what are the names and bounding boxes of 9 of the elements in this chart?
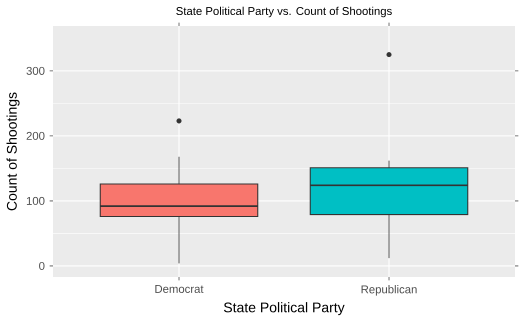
x-tick-label: Republican: [362, 285, 417, 296]
x-tick-label: Democrat: [155, 285, 204, 293]
chart-title: State Political Party vs. Count of Shootings: [176, 6, 392, 18]
x-axis-title: State Political Party: [224, 302, 345, 316]
y-tick-label: 0: [39, 262, 45, 270]
y-tick-label: 100: [26, 196, 45, 205]
y-tick-label: 300: [26, 66, 45, 75]
y-tick-label: 200: [26, 132, 45, 140]
y-axis-title: Count of Shootings: [6, 92, 20, 210]
